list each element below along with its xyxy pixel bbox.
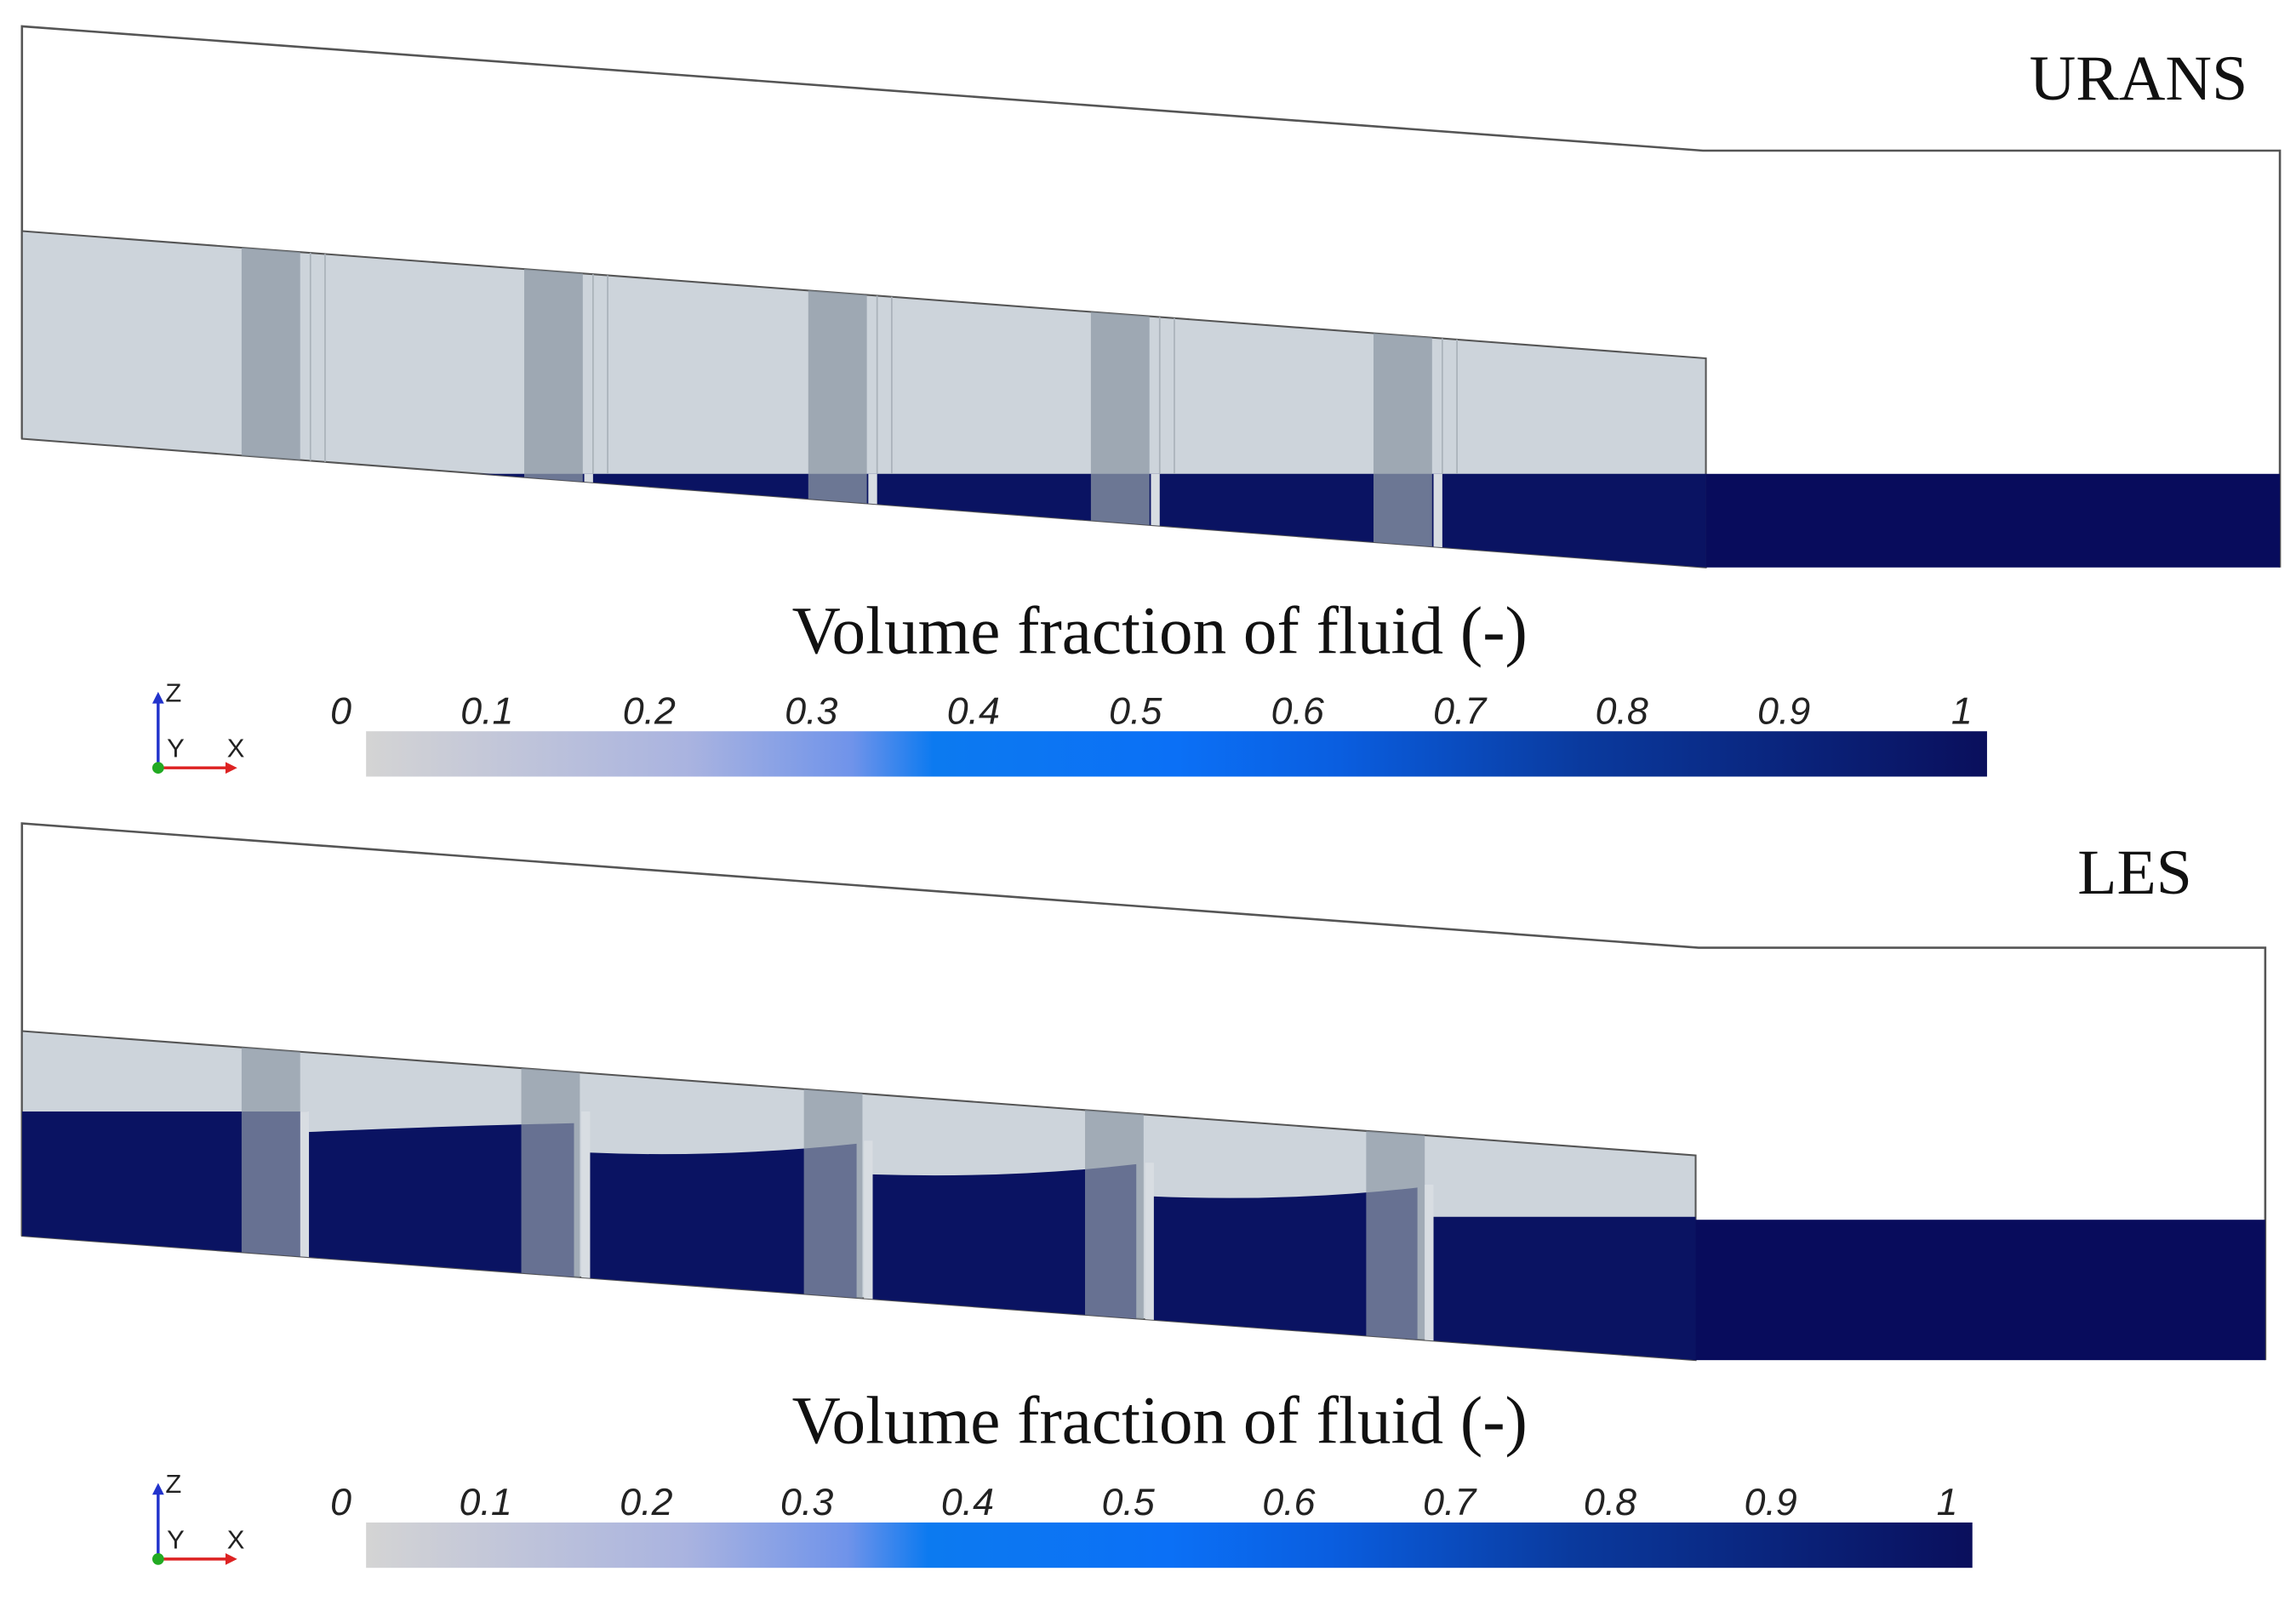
colorbar-tick-label: 0: [330, 690, 351, 732]
z-arrow: [151, 691, 164, 704]
colorbar-tick-label: 0.4: [947, 690, 1000, 732]
colorbar-tick-label: 0.3: [780, 1482, 833, 1523]
colorbar-tick-label: 0.9: [1757, 690, 1810, 732]
colorbar-tick-label: 0.9: [1745, 1482, 1797, 1523]
x-axis-label: X: [227, 1524, 245, 1554]
colorbar-tick-label: 0.2: [623, 690, 676, 732]
y-axis-origin: [151, 1553, 164, 1565]
y-axis-origin: [151, 762, 164, 774]
y-axis-label: Y: [167, 734, 185, 763]
x-arrow: [225, 762, 237, 774]
z-axis-label: Z: [165, 1469, 181, 1499]
colorbar-tick-label: 1: [1951, 690, 1973, 732]
colorbar-tick-label: 0.6: [1262, 1482, 1315, 1523]
panel-label: URANS: [2030, 43, 2248, 114]
y-axis-label: Y: [167, 1524, 185, 1554]
x-arrow: [225, 1553, 237, 1565]
colorbar-tick-label: 0.5: [1109, 690, 1162, 732]
colorbar: [366, 1522, 1973, 1569]
colorbar-tick-label: 0.7: [1423, 1482, 1477, 1523]
x-axis-label: X: [227, 734, 245, 763]
colorbar-tick-label: 0.5: [1102, 1482, 1155, 1523]
colorbar-title: Volume fraction of fluid (-): [792, 1384, 1528, 1458]
colorbar-tick-label: 0.1: [460, 690, 513, 732]
colorbar-tick-label: 0.1: [460, 1482, 512, 1523]
colorbar-tick-label: 0.8: [1596, 690, 1648, 732]
colorbar: [366, 731, 1987, 777]
colorbar-tick-label: 0.7: [1433, 690, 1488, 732]
z-axis-label: Z: [165, 677, 181, 707]
panel-label: LES: [2077, 837, 2192, 908]
les-domain: [20, 822, 2267, 1362]
colorbar-tick-label: 0.4: [941, 1482, 994, 1523]
colorbar-tick-label: 0.6: [1271, 690, 1324, 732]
colorbar-tick-label: 0.8: [1584, 1482, 1636, 1523]
colorbar-title: Volume fraction of fluid (-): [792, 594, 1528, 668]
colorbar-tick-label: 1: [1937, 1482, 1958, 1523]
colorbar-tick-label: 0.2: [620, 1482, 672, 1523]
colorbar-tick-label: 0.3: [785, 690, 837, 732]
urans-domain: [20, 25, 2282, 569]
z-arrow: [151, 1483, 164, 1495]
colorbar-tick-label: 0: [330, 1482, 351, 1523]
